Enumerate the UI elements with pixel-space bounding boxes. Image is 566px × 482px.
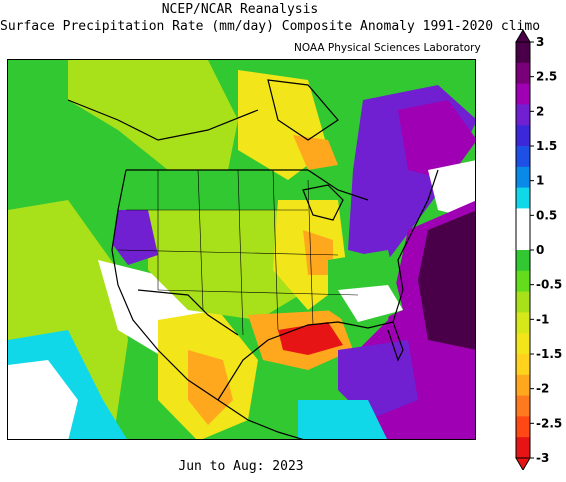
florida: [387, 321, 404, 362]
colorbar-tick-label: 0.5: [536, 208, 557, 222]
colorbar-tick-label: -3: [536, 451, 549, 465]
colorbar-swatch: [516, 374, 530, 397]
colorbar-swatch: [516, 250, 530, 272]
gulf-coast: [217, 321, 394, 401]
colorbar-tick-label: 1: [536, 174, 544, 188]
colorbar-tick-label: 2: [536, 104, 544, 118]
colorbar-swatch: [516, 416, 530, 438]
colorbar-swatch: [516, 62, 530, 85]
colorbar-swatch: [516, 42, 530, 64]
colorbar-swatch: [516, 395, 530, 417]
colorbar-swatch: [516, 270, 530, 293]
credit-label: NOAA Physical Sciences Laboratory: [294, 42, 481, 54]
period-label: Jun to Aug: 2023: [178, 459, 304, 474]
anomaly-map: [7, 59, 476, 440]
colorbar-tick-label: -1.5: [536, 347, 562, 361]
colorbar-tick-label: 2.5: [536, 70, 557, 84]
colorbar-tick-label: -2.5: [536, 416, 562, 430]
coastlines: [67, 79, 439, 439]
colorbar-tick-label: 1.5: [536, 139, 557, 153]
region-northeast-purple: [398, 100, 475, 180]
region-atlantic-white: [428, 160, 475, 220]
colorbar-tick-label: 0: [536, 243, 544, 257]
hudson-bay: [267, 79, 339, 141]
colorbar-swatch: [516, 437, 530, 459]
west-coast: [111, 169, 219, 401]
colorbar-swatch: [516, 333, 530, 355]
colorbar-swatch: [516, 83, 530, 105]
colorbar-swatch: [516, 312, 530, 334]
colorbar-swatch: [516, 146, 530, 168]
region-canada-orange: [293, 135, 338, 170]
region-midwest-orange: [303, 230, 333, 275]
colorbar-swatch: [516, 125, 530, 147]
colorbar-swatch: [516, 354, 530, 376]
chart-title: NCEP/NCAR Reanalysis: [161, 2, 319, 17]
colorbar-tick-label: -0.5: [536, 278, 562, 292]
canada-coast: [67, 99, 259, 141]
canada-border: [126, 169, 369, 201]
colorbar-swatch: [516, 291, 530, 313]
colorbar-swatch: [516, 208, 530, 230]
colorbar-swatch: [516, 187, 530, 209]
mexico-border: [137, 289, 239, 336]
colorbar-tick-label: 3: [536, 35, 544, 49]
central-america: [217, 399, 304, 439]
region-mexico-orange: [188, 350, 233, 425]
region-southeast-white: [338, 285, 403, 322]
region-west-violet: [113, 210, 158, 265]
colorbar-swatch: [516, 229, 530, 251]
colorbar-swatch: [516, 104, 530, 126]
state-borders: [117, 169, 359, 336]
region-atlantic-deep: [418, 210, 475, 350]
colorbar-tick-label: -1: [536, 312, 549, 326]
colorbar-max-arrow: [515, 29, 531, 43]
east-coast: [392, 169, 439, 323]
chart-subtitle: Surface Precipitation Rate (mm/day) Comp…: [0, 19, 541, 34]
great-lakes: [302, 184, 344, 221]
colorbar-min-arrow: [515, 457, 531, 471]
colorbar: 3 2.5 2 1.5 1 0.5 0 -0.5 -1 -1.5 -2 -2.5 -3: [508, 29, 566, 471]
region-pacific-white: [8, 360, 78, 439]
colorbar-swatch: [516, 166, 530, 189]
colorbar-tick-label: -2: [536, 382, 549, 396]
region-canada-lime: [68, 60, 238, 170]
region-caribbean-cyan: [298, 400, 388, 439]
